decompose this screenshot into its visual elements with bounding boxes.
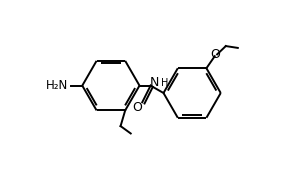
Text: H: H	[161, 78, 168, 88]
Text: O: O	[132, 101, 142, 114]
Text: H₂N: H₂N	[46, 79, 68, 92]
Text: O: O	[211, 48, 221, 61]
Text: N: N	[149, 76, 159, 89]
